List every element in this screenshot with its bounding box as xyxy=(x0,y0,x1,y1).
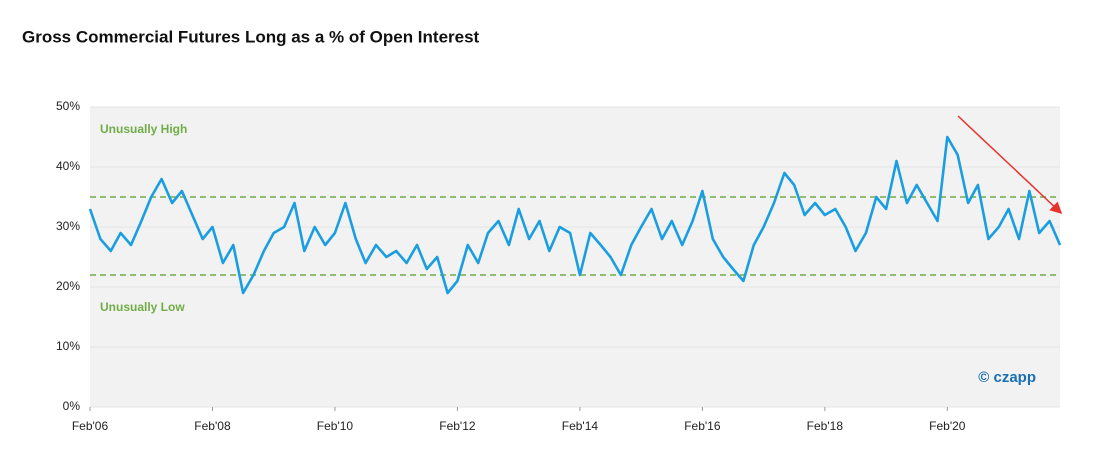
x-tick-label: Feb'14 xyxy=(562,419,599,433)
y-tick-label: 0% xyxy=(63,399,81,413)
x-tick-label: Feb'18 xyxy=(807,419,844,433)
trend-arrow xyxy=(957,115,1063,215)
y-tick-label: 40% xyxy=(56,159,80,173)
watermark: © czapp xyxy=(978,369,1036,386)
chart-title: Gross Commercial Futures Long as a % of … xyxy=(22,27,480,46)
y-tick-label: 10% xyxy=(56,339,80,353)
y-tick-label: 30% xyxy=(56,219,80,233)
x-tick-label: Feb'12 xyxy=(439,419,476,433)
y-tick-label: 50% xyxy=(56,99,80,113)
x-tick-label: Feb'10 xyxy=(317,419,354,433)
reference-label: Unusually Low xyxy=(100,300,185,314)
x-tick-label: Feb'20 xyxy=(929,419,966,433)
x-tick-label: Feb'08 xyxy=(194,419,231,433)
series-line xyxy=(88,135,1062,295)
y-tick-label: 20% xyxy=(56,279,80,293)
x-tick-label: Feb'16 xyxy=(684,419,721,433)
x-tick-label: Feb'06 xyxy=(72,419,109,433)
reference-label: Unusually High xyxy=(100,122,187,136)
